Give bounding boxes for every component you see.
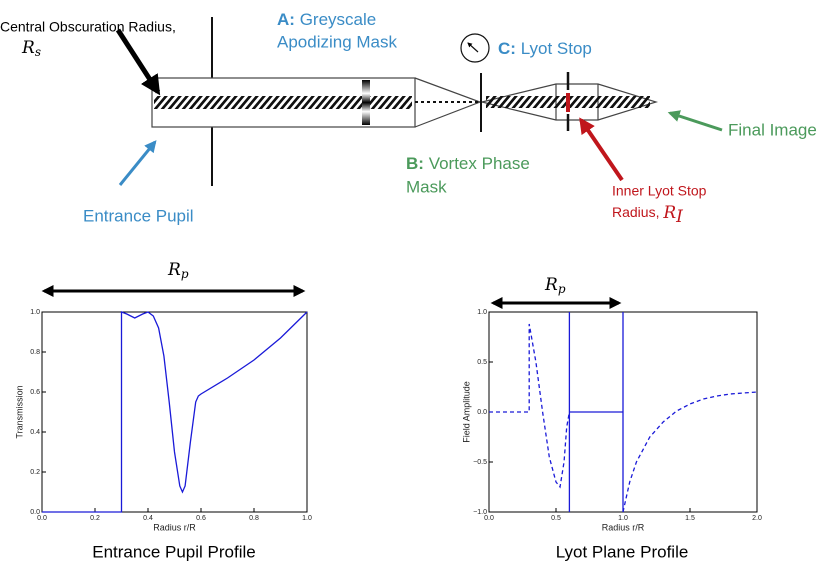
y-axis-label: Field Amplitude [461, 381, 471, 443]
inner-lyot-label: Radius, RI [612, 203, 683, 227]
lyot-label: C: Lyot Stop [498, 39, 592, 58]
x-tick-label: 0.2 [90, 515, 100, 522]
rp-label: Rp [167, 260, 189, 281]
x-tick-label: 2.0 [752, 515, 762, 522]
prefix: C: [498, 39, 516, 58]
line: Vortex Phase [429, 154, 530, 173]
x-axis-label: Radius r/R [602, 522, 645, 532]
series-line [42, 311, 308, 513]
y-tick-label: 1.0 [477, 309, 487, 316]
prefix: A: [277, 10, 295, 29]
rp-label: Rp [544, 275, 566, 296]
x-tick-label: 0.8 [249, 515, 259, 522]
y-tick-label: 0.2 [30, 469, 40, 476]
subscript: p [558, 282, 566, 296]
y-tick-label: 0.6 [30, 389, 40, 396]
y-tick-label: 0.5 [477, 359, 487, 366]
y-tick-label: 0.8 [30, 349, 40, 356]
x-tick-label: 0.5 [551, 515, 561, 522]
x-tick-label: 0.0 [37, 515, 47, 522]
line: Greyscale [300, 10, 377, 29]
x-tick-label: 1.0 [302, 515, 312, 522]
final-image-label: Final Image [728, 120, 817, 139]
y-tick-label: 0.0 [477, 409, 487, 416]
y-tick-label: 0.4 [30, 429, 40, 436]
mask-a-label: A: Greyscale [277, 10, 376, 29]
subscript: p [181, 267, 189, 281]
y-tick-label: 0.0 [30, 509, 40, 516]
x-tick-label: 0.4 [143, 515, 153, 522]
mask-a-label: Apodizing Mask [277, 32, 398, 51]
obscuration-symbol: Rs [21, 38, 41, 59]
subscript: s [35, 45, 41, 59]
caption: Lyot Plane Profile [556, 542, 689, 561]
caption: Entrance Pupil Profile [92, 542, 255, 561]
series-line [489, 323, 758, 513]
symbol: R [21, 38, 35, 58]
prefix: B: [406, 154, 424, 173]
obscuration-label: Central Obscuration Radius, [0, 19, 176, 35]
inner-lyot-label: Inner Lyot Stop [612, 183, 707, 199]
vortex-label: B: Vortex Phase [406, 154, 530, 173]
x-tick-label: 0.0 [484, 515, 494, 522]
optical-train [115, 17, 723, 186]
y-tick-label: 1.0 [30, 309, 40, 316]
symbol: R [544, 275, 558, 295]
x-tick-label: 1.5 [685, 515, 695, 522]
symbol: R [167, 260, 181, 280]
y-tick-label: −0.5 [473, 459, 487, 466]
subscript: I [675, 207, 683, 227]
symbol: R [662, 203, 676, 223]
vortex-label: Mask [406, 177, 447, 196]
line: Radius, [612, 204, 659, 220]
entrance-pupil-label: Entrance Pupil [83, 206, 194, 225]
y-axis-label: Transmission [14, 385, 24, 438]
plot-frame [41, 311, 308, 513]
series-line [568, 312, 624, 512]
line: Lyot Stop [521, 39, 592, 58]
x-tick-label: 0.6 [196, 515, 206, 522]
x-tick-label: 1.0 [618, 515, 628, 522]
x-axis-label: Radius r/R [153, 522, 196, 532]
y-tick-label: −1.0 [473, 509, 487, 516]
